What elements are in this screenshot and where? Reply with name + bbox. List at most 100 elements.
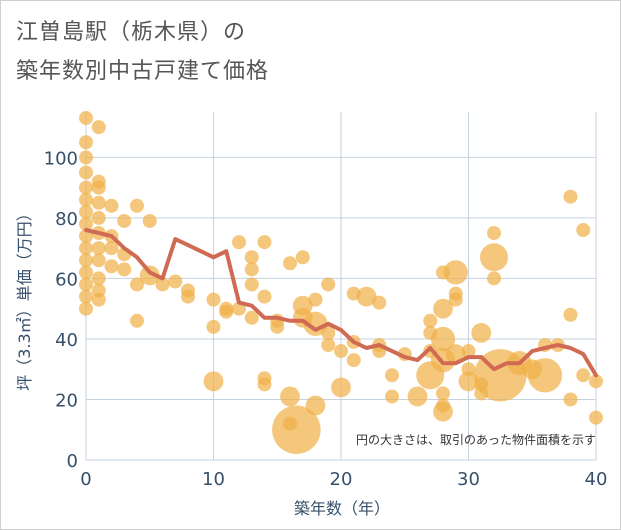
y-tick-label: 20 (55, 390, 78, 411)
data-bubble (79, 265, 93, 280)
data-bubble (244, 262, 259, 277)
data-bubble (589, 410, 603, 425)
data-bubble (203, 371, 224, 392)
data-bubble (305, 395, 326, 416)
data-bubble (91, 120, 106, 135)
data-bubble (139, 265, 160, 286)
data-bubble (443, 260, 468, 285)
data-bubble (117, 262, 132, 277)
data-bubble (385, 368, 399, 383)
data-bubble (79, 216, 93, 231)
data-bubble (257, 289, 272, 304)
data-bubble (91, 241, 106, 256)
data-bubble (272, 405, 321, 454)
data-bubble (458, 371, 479, 392)
data-bubble (244, 310, 259, 325)
y-tick-label: 100 (44, 148, 78, 169)
x-axis-label: 築年数（年） (294, 499, 390, 518)
data-bubble (576, 368, 591, 383)
data-bubble (346, 286, 361, 301)
data-bubble (79, 135, 93, 150)
data-bubble (487, 226, 501, 241)
x-tick-label: 20 (330, 469, 353, 490)
data-bubble (283, 416, 297, 431)
data-bubble (308, 292, 323, 307)
data-bubble (331, 377, 351, 398)
data-bubble (244, 277, 259, 292)
data-bubble (79, 165, 93, 180)
data-bubble (522, 359, 543, 380)
y-axis-label: 坪（3.3㎡）単価（万円） (15, 205, 34, 390)
data-bubble (219, 304, 234, 319)
data-bubble (433, 298, 453, 319)
data-bubble (321, 277, 336, 292)
data-bubble (563, 307, 578, 322)
size-annotation: 円の大きさは、取引のあった物件面積を示す (356, 432, 596, 447)
data-bubble (448, 292, 463, 307)
data-bubble (257, 377, 272, 392)
x-tick-label: 0 (80, 469, 91, 490)
data-bubble (334, 344, 348, 359)
data-bubble (79, 289, 93, 304)
data-bubble (563, 392, 578, 407)
data-bubble (270, 319, 285, 334)
x-tick-label: 30 (457, 469, 480, 490)
data-bubble (79, 301, 93, 316)
data-bubble (257, 235, 272, 250)
data-bubble (436, 398, 450, 413)
data-bubble (104, 241, 119, 256)
data-bubble (130, 198, 144, 213)
data-bubble (79, 192, 93, 207)
data-bubble (436, 386, 450, 401)
data-bubble (142, 213, 157, 228)
x-tick-label: 10 (202, 469, 225, 490)
data-bubble (244, 250, 259, 265)
data-bubble (130, 277, 144, 292)
data-bubble (79, 241, 93, 256)
chart-title-line-2: 築年数別中古戸建て価格 (16, 59, 270, 84)
y-tick-label: 0 (67, 451, 78, 472)
data-bubble (79, 150, 93, 165)
data-bubble (480, 243, 508, 272)
data-bubble (487, 271, 501, 286)
data-bubble (436, 265, 450, 280)
data-bubble (155, 277, 170, 292)
data-bubble (79, 180, 93, 195)
average-price-line (84, 228, 598, 378)
data-bubble (117, 213, 132, 228)
data-bubble (91, 271, 106, 286)
data-bubble (474, 386, 489, 401)
data-bubble (130, 313, 144, 328)
data-bubble (589, 374, 603, 389)
data-bubble (280, 386, 300, 407)
data-bubble (563, 189, 578, 204)
data-bubble (232, 235, 246, 250)
data-bubble (407, 386, 428, 407)
data-bubble (91, 210, 106, 225)
data-bubble (206, 319, 221, 334)
data-bubble (346, 353, 361, 368)
data-bubble (79, 277, 93, 292)
data-bubble (168, 274, 183, 289)
data-bubble (181, 289, 195, 304)
data-bubble (91, 195, 106, 210)
data-bubble (423, 325, 438, 340)
chart-title-line-1: 江曽島駅（栃木県）の (16, 20, 247, 45)
data-bubble (79, 253, 93, 268)
data-bubble (423, 313, 438, 328)
data-bubble (321, 338, 336, 353)
data-bubble (356, 286, 377, 307)
data-bubble (206, 292, 221, 307)
data-bubble (104, 198, 119, 213)
data-bubble (283, 256, 297, 271)
x-tick-label: 40 (585, 469, 608, 490)
line-layer (84, 228, 598, 378)
data-bubble (471, 323, 492, 343)
data-bubble (91, 253, 106, 268)
data-bubble (91, 180, 106, 195)
data-bubble (385, 389, 399, 404)
y-tick-label: 60 (55, 269, 78, 290)
y-tick-label: 80 (55, 209, 78, 230)
data-bubble (79, 111, 93, 126)
